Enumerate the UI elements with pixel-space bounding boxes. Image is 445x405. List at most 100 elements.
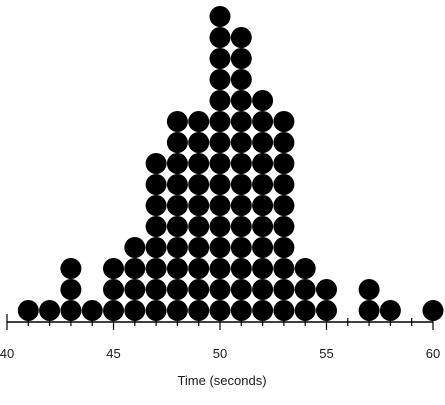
data-dot [230, 27, 252, 48]
data-dot [166, 216, 188, 237]
data-dot [358, 279, 380, 300]
data-dot [145, 237, 167, 258]
data-dot [145, 279, 167, 300]
data-dot [252, 195, 274, 216]
data-dot [209, 6, 231, 27]
x-axis: 40 45 50 55 60 [0, 314, 440, 361]
data-dot [188, 174, 210, 195]
data-dot [145, 258, 167, 279]
data-dot [230, 195, 252, 216]
data-dot [166, 195, 188, 216]
data-dot [209, 48, 231, 69]
data-dot [273, 153, 295, 174]
data-dot [188, 195, 210, 216]
data-dot [273, 237, 295, 258]
data-dot [166, 132, 188, 153]
x-axis-label: Time (seconds) [177, 373, 266, 388]
data-dot [145, 153, 167, 174]
data-dot [273, 279, 295, 300]
x-tick-label: 55 [319, 346, 333, 361]
data-dot [230, 237, 252, 258]
x-tick-label: 45 [106, 346, 120, 361]
data-dot [60, 279, 82, 300]
data-dot [145, 195, 167, 216]
data-dot [294, 258, 316, 279]
data-dot [273, 300, 295, 321]
data-dot [252, 90, 274, 111]
data-dot [209, 195, 231, 216]
data-dot [166, 153, 188, 174]
data-dot [230, 300, 252, 321]
data-dot [230, 258, 252, 279]
data-dot [358, 300, 380, 321]
data-dot [188, 111, 210, 132]
data-dot [124, 279, 146, 300]
data-dot [316, 279, 337, 300]
data-dot [60, 300, 82, 321]
data-dot [188, 132, 210, 153]
data-dot [273, 111, 295, 132]
data-dot [294, 279, 316, 300]
data-dot [60, 258, 82, 279]
data-dot [103, 258, 124, 279]
data-dot [103, 300, 124, 321]
data-dot [124, 237, 146, 258]
data-dot [124, 300, 146, 321]
x-tick-label: 60 [426, 346, 440, 361]
data-dot [273, 174, 295, 195]
data-dot [81, 300, 103, 321]
data-dot [209, 132, 231, 153]
data-dot [209, 153, 231, 174]
data-dot [230, 90, 252, 111]
data-dot [230, 132, 252, 153]
data-dot [188, 300, 210, 321]
data-dot [188, 216, 210, 237]
data-dot [379, 300, 401, 321]
data-dot [252, 132, 274, 153]
data-dot [209, 69, 231, 90]
data-dot [209, 27, 231, 48]
x-tick-label: 50 [213, 346, 227, 361]
data-dot [188, 153, 210, 174]
data-dot [188, 258, 210, 279]
data-dot [273, 258, 295, 279]
data-dot [294, 300, 316, 321]
data-dot [252, 111, 274, 132]
data-dot [145, 300, 167, 321]
data-dot [230, 48, 252, 69]
data-dot [230, 153, 252, 174]
data-dot [188, 237, 210, 258]
data-dot [273, 195, 295, 216]
data-dot [166, 237, 188, 258]
data-dot [166, 258, 188, 279]
data-dot [252, 174, 274, 195]
data-dot [145, 216, 167, 237]
data-dot [103, 279, 124, 300]
data-dot [252, 216, 274, 237]
data-dot [230, 174, 252, 195]
data-dot [230, 69, 252, 90]
data-dot [209, 90, 231, 111]
data-dot [273, 216, 295, 237]
data-dot [209, 111, 231, 132]
data-dot [209, 237, 231, 258]
data-dot [17, 300, 39, 321]
data-dot [422, 300, 444, 321]
data-dot [209, 216, 231, 237]
data-dot [166, 111, 188, 132]
data-dot [209, 258, 231, 279]
data-dot [166, 279, 188, 300]
data-dot [145, 174, 167, 195]
data-dot [230, 111, 252, 132]
data-dot [273, 132, 295, 153]
data-dot [209, 279, 231, 300]
data-dot [209, 300, 231, 321]
data-dot [252, 153, 274, 174]
data-dot [124, 258, 146, 279]
data-dot [252, 279, 274, 300]
data-dot [39, 300, 61, 321]
data-dot [230, 279, 252, 300]
data-dot [230, 216, 252, 237]
